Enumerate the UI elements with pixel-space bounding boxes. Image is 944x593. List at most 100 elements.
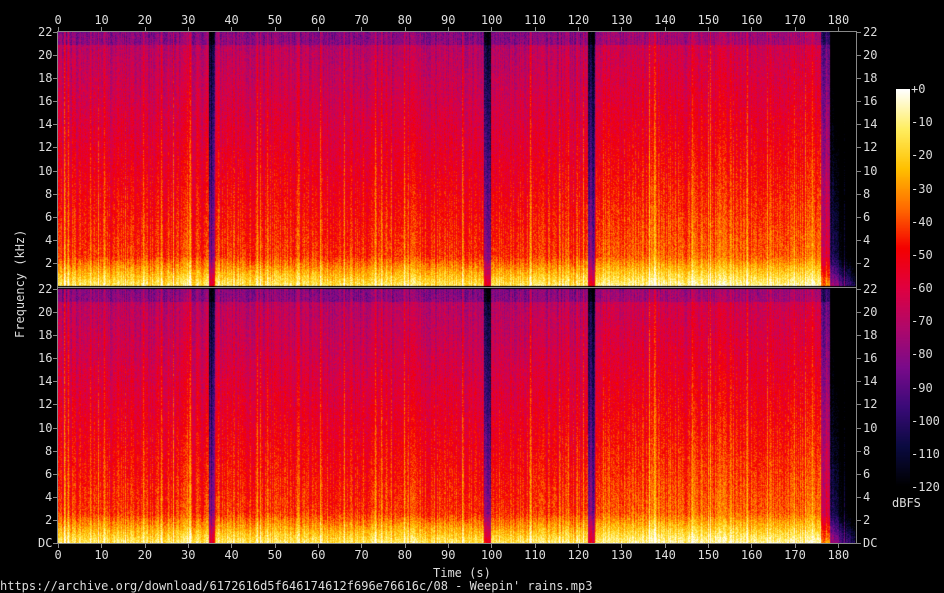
- y-tick-mark: [857, 101, 861, 103]
- y-tick-label-right: DC: [863, 536, 878, 550]
- y-tick-mark: [857, 381, 861, 383]
- channel-divider: [57, 287, 857, 288]
- y-tick-label-left: 6: [45, 209, 53, 224]
- x-tick-mark: [231, 27, 233, 31]
- y-tick-mark: [53, 358, 57, 360]
- y-tick-mark: [53, 78, 57, 80]
- y-tick-label-right: 12: [863, 140, 878, 155]
- x-tick-label-top: 110: [524, 13, 546, 27]
- y-tick-mark: [53, 124, 57, 126]
- y-tick-label-left: 4: [45, 489, 53, 504]
- x-tick-label-bottom: 140: [654, 548, 676, 562]
- y-tick-label-left: 6: [45, 466, 53, 481]
- y-tick-mark: [857, 427, 861, 429]
- x-tick-mark: [404, 27, 406, 31]
- y-tick-label-right: 12: [863, 397, 878, 412]
- y-tick-mark: [53, 496, 57, 498]
- y-tick-label-left: 8: [45, 443, 53, 458]
- x-tick-mark: [448, 27, 449, 31]
- x-tick-mark: [751, 27, 753, 31]
- y-tick-label-left: 22: [38, 282, 53, 296]
- x-tick-mark: [578, 544, 579, 548]
- y-tick-mark: [53, 170, 57, 172]
- x-tick-label-top: 70: [354, 13, 369, 27]
- x-tick-mark: [404, 544, 406, 548]
- y-tick-label-right: 18: [863, 328, 878, 343]
- x-tick-label-bottom: 70: [354, 548, 369, 562]
- x-tick-mark: [274, 27, 276, 31]
- colorbar-tick-label: -80: [911, 347, 933, 362]
- x-tick-label-bottom: 40: [224, 548, 239, 562]
- x-tick-label-top: 180: [827, 13, 850, 27]
- y-tick-label-left: 16: [38, 94, 53, 109]
- y-tick-label-right: 20: [863, 48, 878, 63]
- y-tick-label-left: 14: [38, 117, 53, 132]
- x-tick-label-top: 0: [54, 13, 62, 27]
- x-tick-mark: [838, 544, 839, 548]
- y-tick-mark: [53, 216, 57, 218]
- y-tick-mark: [857, 216, 861, 218]
- y-tick-mark: [857, 55, 861, 57]
- x-tick-mark: [534, 27, 536, 31]
- y-tick-label-left: 18: [38, 328, 53, 343]
- y-tick-mark: [857, 543, 861, 544]
- x-tick-mark: [58, 544, 59, 548]
- x-tick-mark: [708, 544, 709, 548]
- colorbar-tick-label: -10: [911, 115, 933, 130]
- y-tick-mark: [53, 32, 57, 33]
- y-tick-mark: [53, 335, 57, 337]
- x-tick-mark: [578, 27, 579, 31]
- x-tick-mark: [318, 27, 319, 31]
- y-tick-label-left: 10: [38, 163, 53, 178]
- x-tick-label-bottom: 100: [480, 548, 503, 562]
- x-tick-label-bottom: 0: [54, 548, 62, 562]
- y-tick-mark: [857, 170, 861, 172]
- y-tick-label-right: 2: [863, 512, 871, 527]
- x-tick-label-top: 160: [740, 13, 763, 27]
- colorbar-tick-label: -40: [911, 214, 933, 229]
- y-tick-mark: [53, 101, 57, 103]
- x-tick-label-top: 120: [567, 13, 590, 27]
- y-tick-label-left: 2: [45, 512, 53, 527]
- x-tick-mark: [318, 544, 319, 548]
- colorbar-tick-label: -100: [911, 413, 940, 428]
- y-tick-label-right: 10: [863, 163, 878, 178]
- y-tick-mark: [857, 450, 861, 452]
- y-tick-label-right: 10: [863, 420, 878, 435]
- y-tick-mark: [53, 262, 57, 264]
- y-tick-label-left: 16: [38, 351, 53, 366]
- y-tick-label-left: 20: [38, 305, 53, 320]
- x-tick-mark: [231, 544, 233, 548]
- colorbar-tick-label: -20: [911, 148, 933, 163]
- y-tick-mark: [53, 381, 57, 383]
- y-tick-mark: [53, 147, 57, 149]
- x-tick-mark: [794, 544, 796, 548]
- x-tick-mark: [621, 544, 623, 548]
- y-tick-mark: [857, 147, 861, 149]
- y-tick-mark: [857, 404, 861, 406]
- y-tick-label-right: 20: [863, 305, 878, 320]
- colorbar-tick-label: -120: [911, 480, 940, 494]
- y-tick-mark: [857, 289, 861, 290]
- y-tick-label-left: 2: [45, 255, 53, 270]
- x-tick-mark: [188, 27, 189, 31]
- x-tick-label-bottom: 20: [137, 548, 153, 562]
- x-tick-label-bottom: 170: [784, 548, 806, 562]
- y-tick-label-left: 22: [38, 25, 53, 39]
- colorbar-label: dBFS: [892, 496, 921, 510]
- x-tick-mark: [491, 27, 493, 31]
- x-tick-label-bottom: 10: [94, 548, 109, 562]
- x-tick-label-top: 50: [267, 13, 283, 27]
- x-tick-mark: [751, 544, 753, 548]
- y-tick-label-right: 6: [863, 209, 871, 224]
- y-tick-mark: [53, 55, 57, 57]
- x-tick-label-top: 40: [224, 13, 239, 27]
- y-tick-label-left: 14: [38, 374, 53, 389]
- x-tick-label-top: 100: [480, 13, 503, 27]
- x-tick-label-bottom: 120: [567, 548, 590, 562]
- y-tick-mark: [53, 519, 57, 521]
- x-tick-label-bottom: 130: [610, 548, 633, 562]
- y-tick-label-right: 14: [863, 374, 878, 389]
- colorbar-tick-label: -90: [911, 380, 933, 395]
- y-tick-mark: [53, 404, 57, 406]
